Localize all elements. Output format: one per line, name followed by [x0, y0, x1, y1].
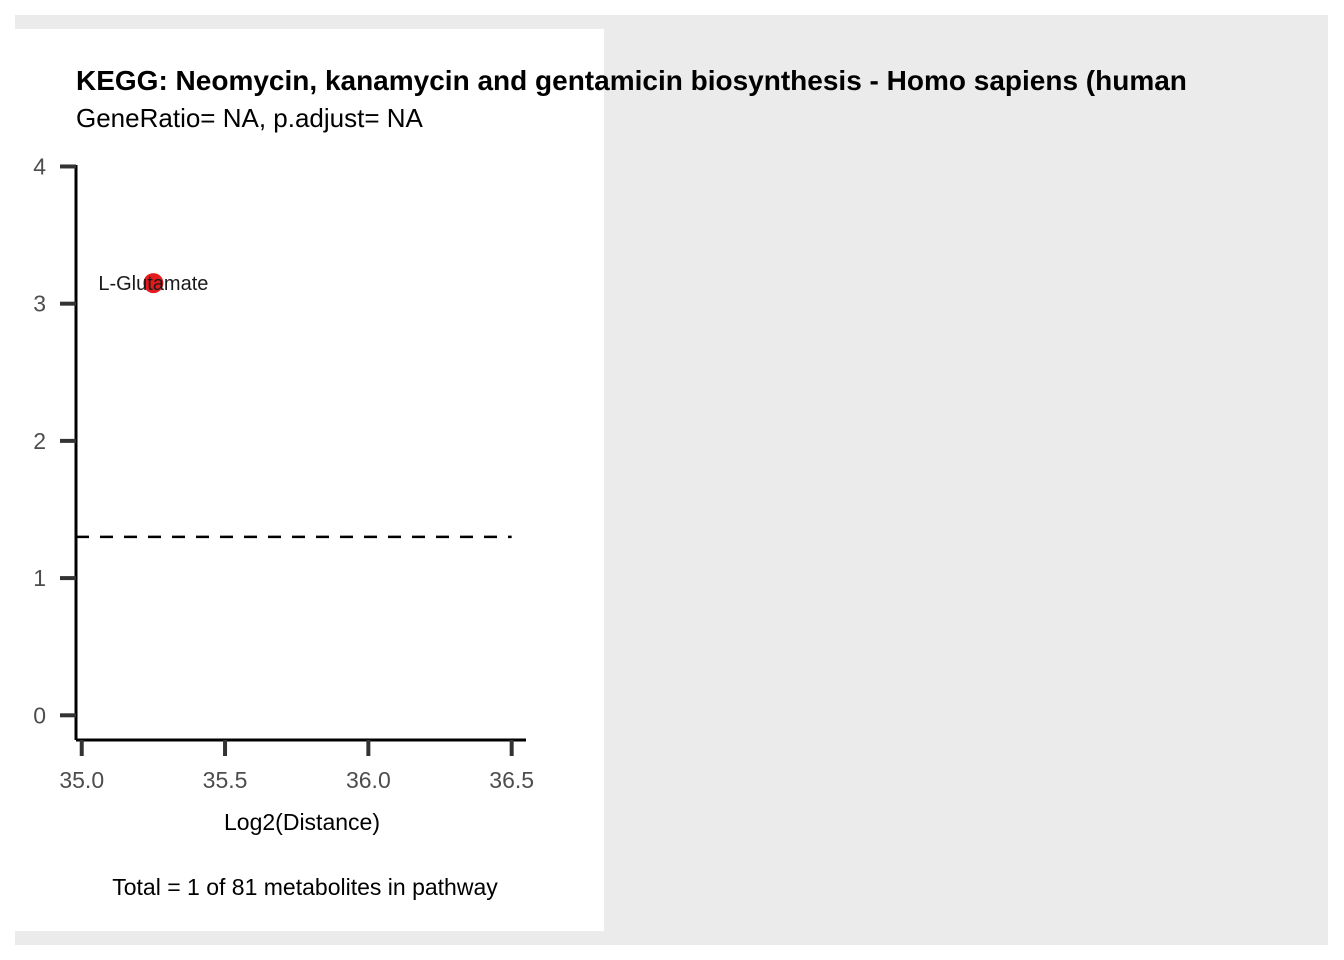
data-point-label: L-Glutamate: [98, 273, 208, 295]
chart-title: KEGG: Neomycin, kanamycin and gentamicin…: [76, 65, 1187, 96]
x-axis-title: Log2(Distance): [224, 809, 380, 835]
y-tick-label: 2: [33, 428, 46, 454]
x-tick-label: 35.5: [203, 767, 248, 793]
x-tick-label: 36.5: [489, 767, 534, 793]
x-tick-label: 36.0: [346, 767, 391, 793]
plot-panel: [15, 29, 604, 931]
y-tick-label: 4: [33, 153, 46, 179]
chart-caption: Total = 1 of 81 metabolites in pathway: [112, 874, 498, 900]
y-tick-label: 1: [33, 565, 46, 591]
y-tick-label: 3: [33, 291, 46, 317]
x-tick-label: 35.0: [59, 767, 104, 793]
chart-subtitle: GeneRatio= NA, p.adjust= NA: [76, 103, 423, 133]
data-point: [143, 273, 164, 294]
y-tick-label: 0: [33, 702, 46, 728]
